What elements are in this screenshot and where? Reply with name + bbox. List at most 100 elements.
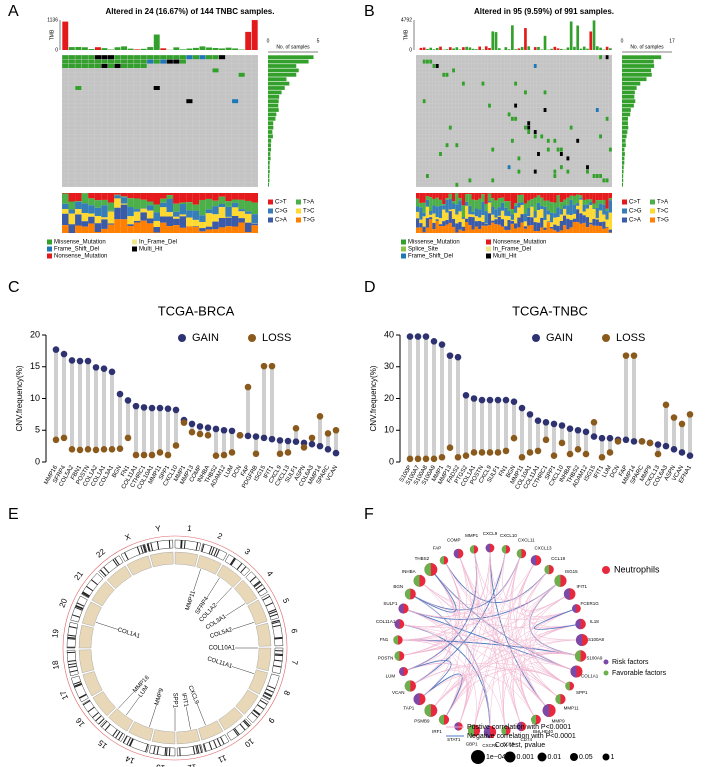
snv-bar — [523, 193, 528, 204]
oncoplot-cell — [62, 134, 69, 139]
oncoplot-cell — [576, 169, 580, 174]
oncoplot-cell — [81, 68, 88, 73]
oncoplot-cell — [432, 160, 436, 165]
oncoplot-cell — [88, 165, 95, 170]
oncoplot-cell — [599, 108, 602, 112]
snv-bar — [244, 200, 252, 212]
snv-bar — [540, 205, 544, 210]
oncoplot-cell — [543, 134, 547, 139]
snv-bar — [140, 212, 147, 221]
snv-bar — [572, 193, 577, 196]
oncoplot-cell — [605, 94, 609, 99]
lollipop-dot — [494, 449, 502, 456]
oncoplot-cell — [589, 169, 593, 174]
lollipop-dot — [478, 396, 486, 404]
oncoplot-cell — [504, 169, 508, 174]
oncoplot-cell — [546, 77, 550, 82]
lollipop-dot — [446, 444, 454, 452]
oncoplot-cell — [540, 138, 544, 143]
oncoplot-cell — [68, 125, 75, 130]
legend-label: Frame_Shift_Del — [54, 247, 99, 253]
oncoplot-cell — [569, 68, 573, 73]
snv-bar — [101, 193, 108, 200]
oncoplot-cell — [179, 81, 186, 86]
oncoplot-cell — [199, 121, 206, 126]
snv-bar — [484, 223, 488, 226]
oncoplot-cell — [455, 64, 459, 68]
oncoplot-cell — [186, 77, 193, 82]
oncoplot-cell — [484, 116, 488, 121]
oncoplot-cell — [245, 103, 252, 108]
snv-bar — [605, 227, 609, 233]
snv-bar — [481, 225, 485, 233]
snv-bar — [468, 193, 472, 195]
oncoplot-cell — [419, 130, 423, 134]
x-tick-label: FN1 — [120, 464, 131, 477]
snv-bar — [465, 222, 469, 233]
oncoplot-cell — [471, 99, 475, 104]
snv-bar — [602, 214, 606, 222]
oncoplot-cell — [121, 160, 128, 165]
band-stripe — [192, 746, 196, 755]
oncoplot-cell — [416, 103, 420, 108]
oncoplot-cell — [599, 156, 602, 161]
band-stripe — [146, 543, 150, 552]
lollipop-dot — [678, 449, 686, 456]
oncoplot-cell — [537, 90, 540, 95]
oncoplot-cell — [81, 99, 88, 104]
oncoplot-cell — [439, 99, 442, 104]
oncoplot-cell — [127, 81, 134, 86]
oncoplot-cell — [455, 121, 459, 126]
legend-dot — [532, 334, 540, 342]
oncoplot-cell — [533, 178, 537, 183]
oncoplot-cell — [504, 134, 508, 139]
oncoplot-cell — [68, 130, 75, 134]
snv-bar — [146, 193, 154, 202]
oncoplot-cell — [582, 138, 586, 143]
oncoplot-cell — [458, 152, 462, 156]
tmb-bar — [491, 31, 495, 50]
oncoplot-cell — [586, 121, 589, 126]
oncoplot-cell — [595, 55, 599, 60]
oncoplot-cell — [566, 77, 570, 82]
snv-bar — [500, 210, 505, 220]
network-edge — [399, 560, 460, 627]
oncoplot-cell — [478, 86, 482, 90]
snv-bar — [173, 225, 180, 233]
oncoplot-cell — [419, 72, 423, 77]
snv-bar — [556, 231, 560, 233]
oncoplot-cell — [147, 81, 154, 86]
oncoplot-cell — [166, 165, 173, 170]
lollipop-dot — [630, 352, 638, 359]
oncoplot-cell — [94, 156, 101, 161]
chromosome-label: 2 — [216, 531, 224, 541]
oncoplot-cell — [550, 108, 553, 112]
oncoplot-cell — [484, 112, 488, 117]
oncoplot-cell — [442, 64, 446, 68]
snv-bar — [146, 205, 154, 211]
oncoplot-cell — [543, 86, 547, 90]
oncoplot-cell — [559, 55, 563, 60]
oncoplot-cell — [107, 77, 115, 82]
node-factor — [516, 548, 522, 559]
oncoplot-cell — [494, 116, 498, 121]
snv-bar — [576, 209, 580, 223]
oncoplot-cell — [426, 77, 429, 82]
snv-bar — [101, 205, 108, 218]
sample-bar — [622, 112, 631, 117]
oncoplot-cell — [589, 59, 593, 64]
snv-bar — [471, 211, 475, 215]
snv-bar — [523, 228, 528, 233]
band-stripe — [104, 723, 111, 731]
oncoplot-cell — [608, 138, 612, 143]
snv-bar — [81, 193, 89, 204]
oncoplot-cell — [107, 103, 115, 108]
snv-bar — [458, 193, 462, 199]
oncoplot-cell — [563, 116, 567, 121]
oncoplot-cell — [576, 103, 580, 108]
oncoplot-cell — [166, 130, 173, 134]
tmb-bar — [88, 49, 95, 50]
oncoplot-cell — [556, 174, 560, 178]
oncoplot-cell — [147, 152, 154, 156]
oncoplot-cell — [481, 90, 485, 95]
